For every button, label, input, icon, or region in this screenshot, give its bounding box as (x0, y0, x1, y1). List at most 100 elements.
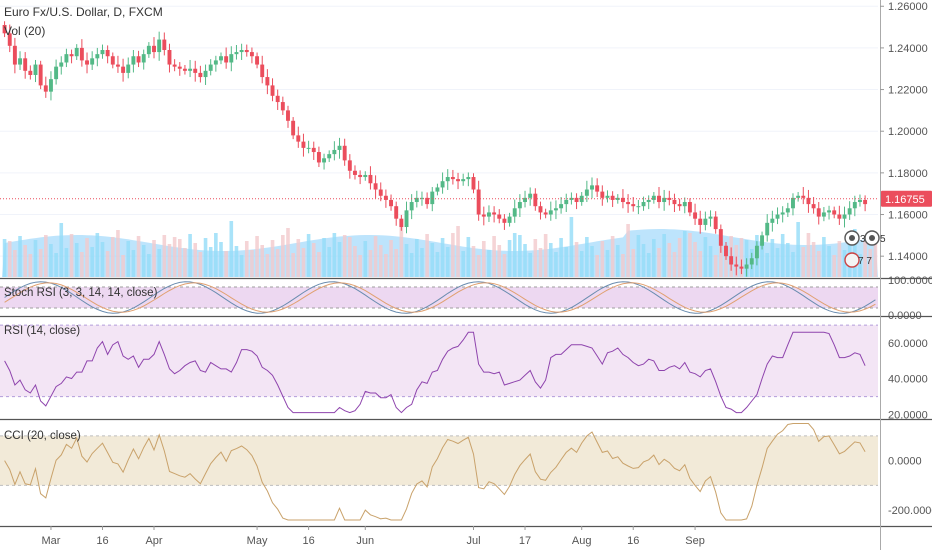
candle-body (219, 56, 223, 61)
volume-bar (461, 251, 465, 277)
candle-body (791, 197, 795, 209)
volume-bar (208, 247, 213, 277)
volume-bar (95, 233, 100, 277)
candle-body (244, 49, 249, 53)
volume-bar (2, 239, 7, 277)
candle-body (440, 181, 445, 188)
volume-bar (54, 253, 58, 277)
volume-bar (435, 252, 440, 277)
candle (863, 195, 868, 212)
volume-bar (873, 235, 878, 277)
volume-bar (492, 236, 496, 277)
time-axis-label: Mar (41, 535, 60, 547)
candle (538, 201, 543, 220)
candle (399, 214, 404, 231)
volume-bar (317, 252, 321, 277)
cci-axis-label: 0.0000 (888, 456, 922, 468)
candle-body (414, 197, 419, 203)
candle (141, 49, 146, 70)
candle (95, 47, 100, 67)
candle-body (811, 204, 816, 209)
volume-bar (430, 243, 435, 277)
candle-body (54, 66, 59, 80)
candle (785, 202, 790, 218)
candle-body (162, 39, 167, 50)
volume-bar (466, 237, 471, 277)
volume-bar (631, 249, 636, 277)
candle (270, 78, 275, 102)
volume-bar (378, 245, 383, 277)
volume-bar (528, 253, 532, 277)
volume-bar (332, 233, 337, 277)
event-badge-dot (869, 235, 875, 241)
candle (239, 43, 244, 60)
candle (641, 196, 646, 211)
volume-bar (275, 249, 280, 277)
candle (574, 193, 579, 210)
candle (2, 21, 7, 38)
flag-badge[interactable] (844, 252, 860, 268)
candle-body (471, 177, 476, 190)
volume-bar (507, 240, 512, 277)
candle-body (193, 68, 198, 73)
candle-body (342, 145, 347, 161)
candle (353, 165, 357, 180)
candle-body (69, 54, 74, 57)
candle (177, 62, 182, 76)
candle-body (507, 216, 512, 223)
candle-body (157, 39, 162, 53)
candle-body (754, 245, 759, 259)
candle-body (718, 229, 723, 246)
candle (363, 171, 368, 181)
volume-bar (286, 228, 290, 277)
candle-body (368, 174, 373, 184)
candle (620, 189, 625, 209)
rsi-line (4, 331, 866, 414)
candle (512, 199, 517, 223)
volume-bar (471, 246, 476, 277)
volume-bar (822, 237, 826, 277)
candle-body (574, 197, 579, 203)
candle-body (141, 54, 146, 63)
candle (316, 146, 321, 168)
cci-label: CCI (20, close) (4, 430, 81, 442)
candle (383, 189, 388, 208)
volume-bar (837, 241, 842, 277)
candle (559, 197, 564, 214)
volume-bar (121, 255, 125, 277)
candle (342, 138, 347, 166)
candle (440, 172, 445, 194)
candle (213, 55, 218, 72)
volume-bar (811, 242, 816, 277)
candle (471, 173, 476, 194)
candle (595, 178, 600, 198)
candle-body (543, 212, 548, 215)
candle (481, 206, 486, 226)
volume-bar (739, 238, 744, 277)
candle (18, 51, 22, 70)
volume-bar (265, 254, 270, 277)
candle (445, 169, 450, 190)
candle-body (90, 58, 95, 65)
candle (713, 211, 718, 234)
volume-bar (626, 224, 630, 277)
time-axis-label: Sep (685, 535, 705, 547)
candle (486, 205, 491, 223)
candle (667, 190, 672, 206)
candle (409, 194, 414, 220)
candle-body (404, 210, 409, 228)
volume-bar (775, 248, 780, 277)
candle (167, 43, 172, 73)
candle-body (425, 197, 430, 205)
last-price-label: 1.16755 (885, 194, 925, 206)
candle-body (858, 199, 862, 203)
volume-bar (90, 247, 94, 277)
candle (373, 175, 378, 199)
candle (476, 180, 481, 221)
candle-body (198, 72, 203, 78)
candle (507, 212, 512, 227)
candle (291, 117, 296, 140)
candle-body (677, 204, 682, 207)
candle-body (327, 154, 332, 159)
